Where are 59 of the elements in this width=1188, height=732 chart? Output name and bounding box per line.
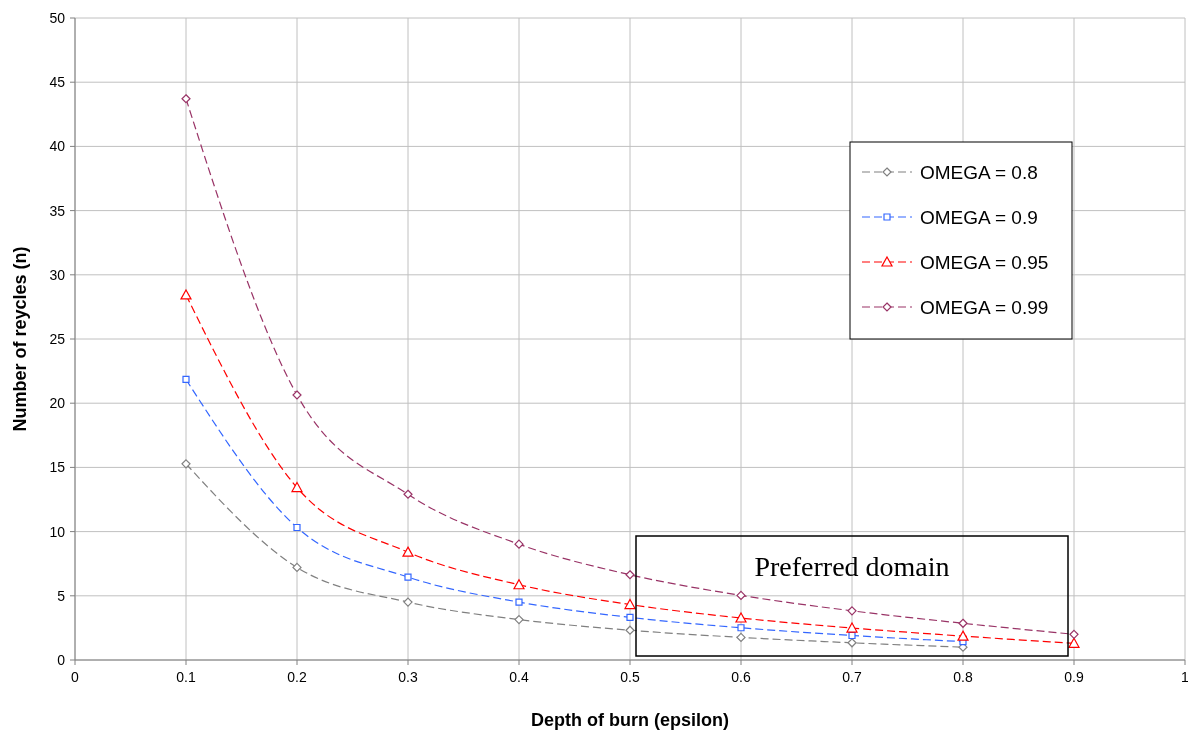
point: [515, 598, 523, 606]
x-tick-label: 0.7: [842, 669, 862, 685]
point: [292, 562, 302, 573]
x-axis-title: Depth of burn (epsilon): [531, 710, 729, 730]
x-tick-label: 0.6: [731, 669, 751, 685]
point: [181, 94, 191, 104]
y-tick-label: 10: [49, 523, 66, 540]
point: [514, 614, 524, 625]
point: [180, 289, 192, 300]
y-tick-label: 35: [49, 202, 66, 219]
point: [625, 625, 635, 635]
point: [848, 631, 856, 640]
y-tick-label: 50: [49, 10, 66, 26]
point: [957, 630, 969, 641]
point: [514, 539, 524, 549]
y-tick-label: 0: [57, 652, 66, 668]
point: [847, 606, 857, 616]
point: [625, 570, 635, 580]
point: [626, 613, 634, 621]
y-tick-label: 25: [49, 331, 66, 347]
x-tick-label: 0.8: [953, 669, 973, 685]
y-axis-title: Number of reycles (n): [10, 246, 30, 432]
x-tick-label: 0.3: [398, 669, 418, 685]
point: [402, 546, 414, 557]
point: [1068, 637, 1080, 648]
annotation: Preferred domain: [754, 551, 950, 582]
point: [182, 375, 190, 384]
x-tick-label: 0.2: [287, 669, 307, 685]
legend-label: OMEGA = 0.9: [920, 207, 1038, 228]
x-tick-label: 0.4: [509, 669, 529, 685]
legend-label: OMEGA = 0.99: [920, 297, 1049, 318]
y-tick-label: 30: [49, 266, 66, 283]
point: [293, 523, 301, 532]
y-tick-label: 15: [49, 459, 66, 476]
point: [1069, 629, 1079, 639]
point: [181, 459, 191, 469]
x-tick-label: 1: [1181, 669, 1188, 685]
point: [846, 622, 858, 633]
point: [736, 590, 746, 601]
point: [737, 624, 745, 632]
x-tick-label: 0: [71, 669, 80, 685]
legend-label: OMEGA = 0.95: [920, 252, 1049, 273]
point: [958, 618, 968, 628]
y-tick-label: 20: [49, 395, 66, 412]
y-tick-label: 45: [49, 74, 66, 91]
y-tick-label: 40: [49, 138, 66, 155]
x-tick-label: 0.5: [620, 669, 640, 685]
y-tick-label: 5: [57, 587, 66, 604]
point: [291, 481, 303, 493]
legend-label: OMEGA = 0.8: [920, 162, 1038, 183]
point: [403, 489, 413, 499]
point: [624, 598, 636, 610]
point: [513, 579, 525, 590]
point: [735, 612, 747, 623]
point: [847, 638, 857, 648]
x-tick-label: 0.9: [1064, 669, 1084, 685]
point: [736, 632, 746, 642]
x-tick-label: 0.1: [176, 669, 196, 685]
point: [404, 573, 412, 581]
